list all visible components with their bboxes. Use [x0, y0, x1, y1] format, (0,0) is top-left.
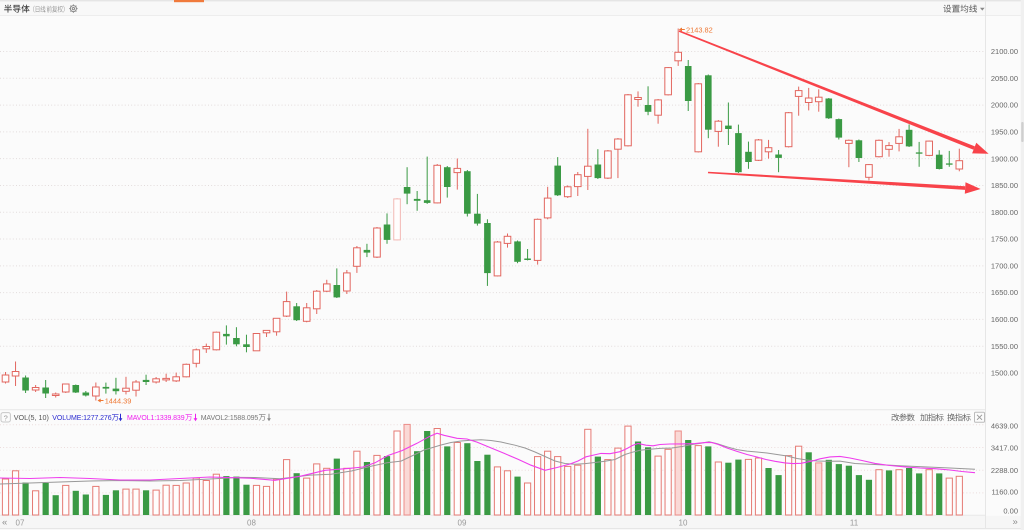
svg-text:09: 09 [458, 518, 467, 527]
svg-text:2050.00: 2050.00 [991, 74, 1018, 83]
svg-text:2288.00: 2288.00 [991, 466, 1018, 475]
svg-text:»: » [1013, 517, 1018, 528]
svg-text:1650.00: 1650.00 [991, 288, 1018, 297]
svg-text:1444.39: 1444.39 [105, 396, 132, 405]
svg-text:«: « [2, 517, 7, 528]
svg-text:11: 11 [850, 518, 859, 527]
svg-text:VOL(5, 10): VOL(5, 10) [14, 413, 49, 422]
svg-text:1850.00: 1850.00 [991, 181, 1018, 190]
svg-text:08: 08 [247, 518, 256, 527]
svg-text:1500.00: 1500.00 [991, 369, 1018, 378]
svg-text:1600.00: 1600.00 [991, 315, 1018, 324]
svg-text:2143.82: 2143.82 [686, 25, 713, 34]
svg-text:1750.00: 1750.00 [991, 235, 1018, 244]
svg-text:,: , [44, 6, 46, 13]
svg-text:10: 10 [679, 518, 688, 527]
svg-text:VOLUME:1277.276: VOLUME:1277.276 [52, 415, 111, 422]
svg-text:1160.00: 1160.00 [991, 487, 1018, 496]
svg-text:0.00: 0.00 [1003, 506, 1018, 515]
svg-text:1950.00: 1950.00 [991, 127, 1018, 136]
svg-text:07: 07 [16, 518, 25, 527]
svg-text:2000.00: 2000.00 [991, 101, 1018, 110]
svg-text:3417.00: 3417.00 [991, 444, 1018, 453]
svg-text:2100.00: 2100.00 [991, 47, 1018, 56]
svg-text:1800.00: 1800.00 [991, 208, 1018, 217]
svg-text:?: ? [4, 413, 8, 422]
svg-text:1550.00: 1550.00 [991, 342, 1018, 351]
svg-text:1700.00: 1700.00 [991, 261, 1018, 270]
svg-text:MAVOL2:1588.095: MAVOL2:1588.095 [201, 415, 259, 422]
svg-text:MAVOL1:1339.839: MAVOL1:1339.839 [127, 415, 185, 422]
svg-text:4639.00: 4639.00 [991, 421, 1018, 430]
svg-text:1900.00: 1900.00 [991, 154, 1018, 163]
